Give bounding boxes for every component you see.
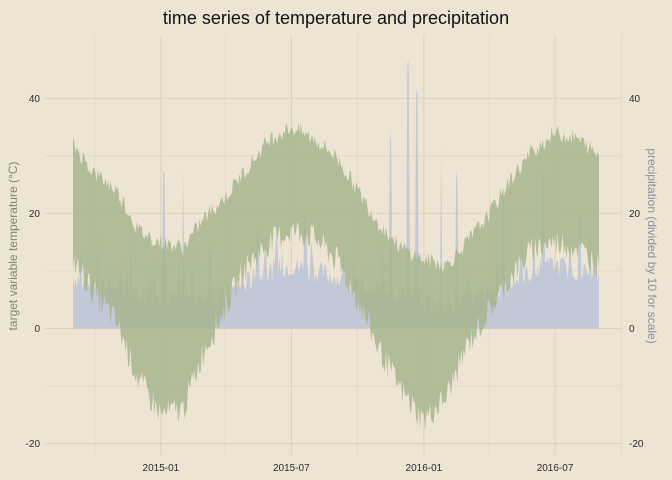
y-tick-label-left: 40 [29,94,41,105]
x-tick-label: 2015-07 [273,463,310,474]
y-tick-label-left: 20 [29,209,41,220]
label-layer: -20 -20 0 0 20 20 40 40 2015-01 2015-07 2016-01 201… [26,94,644,474]
x-tick-label: 2016-01 [406,463,443,474]
y-tick-label-right: 40 [629,94,641,105]
y-tick-label-left: -20 [26,439,41,450]
y-axis-title-left: target variable temperature (°C) [6,162,20,331]
y-tick-label-right: 20 [629,209,641,220]
x-tick-label: 2015-01 [143,463,180,474]
temperature-band [73,122,599,431]
x-tick-label: 2016-07 [537,463,574,474]
y-tick-label-left: 0 [34,324,40,335]
data-layer [73,61,599,431]
y-axis-title-right: precipitation (divided by 10 for scale) [645,148,659,343]
chart-title: time series of temperature and precipita… [163,8,509,28]
y-tick-label-right: -20 [629,439,644,450]
y-tick-label-right: 0 [629,324,635,335]
